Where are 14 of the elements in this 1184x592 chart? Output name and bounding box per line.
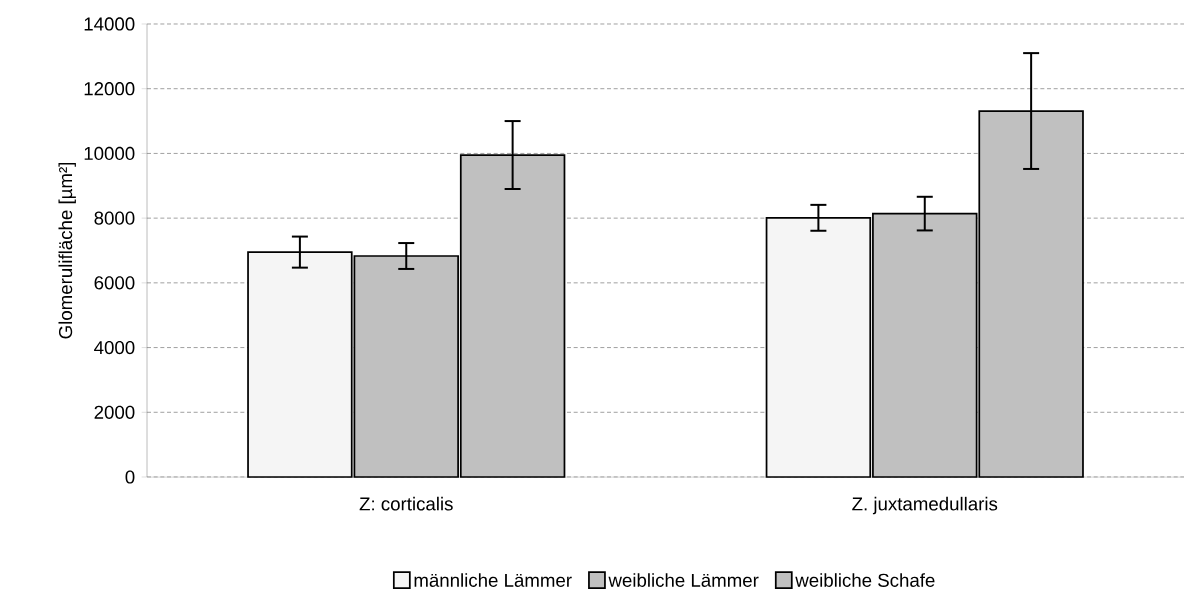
y-tick-label: 8000 bbox=[94, 211, 135, 225]
y-axis-title: Glomerulifläche [µm²] bbox=[58, 163, 76, 339]
legend-label: weibliche Schafe bbox=[795, 573, 935, 587]
x-tick-label: Z. juxtamedullaris bbox=[852, 496, 998, 515]
legend-label: weibliche Lämmer bbox=[608, 573, 759, 587]
x-tick-label: Z: corticalis bbox=[359, 496, 453, 511]
y-tick-label: 6000 bbox=[94, 276, 135, 290]
y-tick-label: 4000 bbox=[94, 340, 135, 355]
y-tick-label: 14000 bbox=[84, 17, 135, 31]
y-tick-label: 12000 bbox=[84, 82, 135, 96]
y-tick-label: 10000 bbox=[84, 146, 135, 161]
y-tick-label: 0 bbox=[125, 470, 135, 484]
y-tick-label: 2000 bbox=[94, 405, 135, 419]
legend-label: männliche Lämmer bbox=[414, 573, 572, 587]
